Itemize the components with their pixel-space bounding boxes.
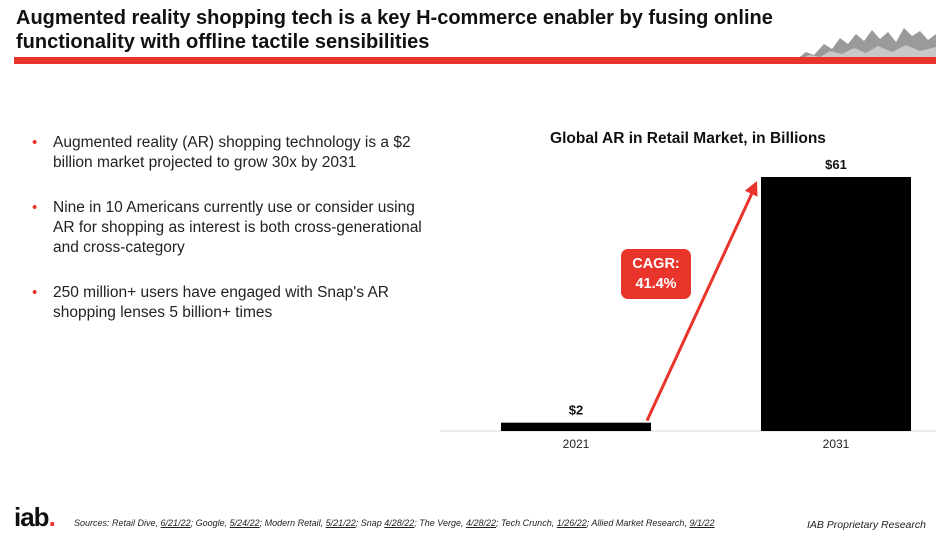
source-date: 1/26/22 <box>556 518 587 528</box>
bullet-item: 250 million+ users have engaged with Sna… <box>32 283 422 323</box>
source-date: 4/28/22 <box>384 518 415 528</box>
cagr-callout: CAGR: 41.4% <box>621 249 691 299</box>
x-tick-label: 2021 <box>563 437 590 451</box>
proprietary-label: IAB Proprietary Research <box>806 519 926 531</box>
logo-dot: . <box>48 502 56 532</box>
bullet-list: Augmented reality (AR) shopping technolo… <box>32 133 422 348</box>
source-date: 6/21/22 <box>160 518 191 528</box>
data-label: $2 <box>569 403 583 418</box>
source-name: ; Snap <box>355 518 385 528</box>
growth-arrow-head <box>744 181 758 197</box>
growth-arrow-line <box>645 190 755 422</box>
title-underline <box>14 57 936 64</box>
mountain-range-graphic <box>796 28 936 60</box>
source-date: 9/1/22 <box>689 518 715 528</box>
source-name: ; The Verge, <box>414 518 466 528</box>
slide-title: Augmented reality shopping tech is a key… <box>16 7 773 53</box>
logo-text: iab <box>14 502 50 532</box>
source-date: 4/28/22 <box>465 518 496 528</box>
source-name: ; Allied Market Research, <box>586 518 690 528</box>
sources-line: Sources: Retail Dive, 6/21/22; Google, 5… <box>74 518 714 528</box>
chart-title: Global AR in Retail Market, in Billions <box>550 130 826 147</box>
source-name: Retail Dive, <box>112 518 161 528</box>
bar-chart: $2 2021 $61 2031 <box>440 157 936 451</box>
bar-2021 <box>501 422 651 431</box>
iab-logo: iab. <box>14 502 56 533</box>
source-name: ; Google, <box>190 518 230 528</box>
source-name: ; Modern Retail, <box>259 518 326 528</box>
x-tick-label: 2031 <box>823 437 850 451</box>
cagr-label: CAGR: <box>632 256 680 272</box>
bar-2031 <box>761 177 911 431</box>
cagr-value: 41.4% <box>635 276 677 292</box>
source-date: 5/24/22 <box>229 518 260 528</box>
sources-prefix: Sources: <box>74 518 113 528</box>
source-date: 5/21/22 <box>325 518 356 528</box>
bullet-item: Nine in 10 Americans currently use or co… <box>32 198 422 258</box>
bullet-item: Augmented reality (AR) shopping technolo… <box>32 133 422 173</box>
data-label: $61 <box>825 157 847 172</box>
source-name: ; Tech Crunch, <box>496 518 557 528</box>
